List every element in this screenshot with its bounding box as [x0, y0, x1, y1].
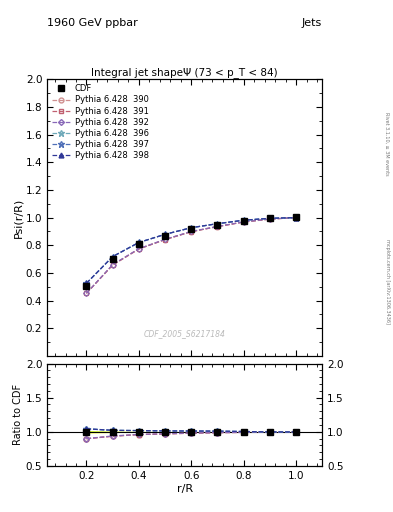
- Text: mcplots.cern.ch [arXiv:1306.3436]: mcplots.cern.ch [arXiv:1306.3436]: [385, 239, 389, 324]
- Y-axis label: Psi(r/R): Psi(r/R): [13, 198, 23, 238]
- Text: CDF_2005_S6217184: CDF_2005_S6217184: [144, 329, 226, 338]
- Text: Jets: Jets: [302, 18, 322, 28]
- Text: Rivet 3.1.10, ≥ 3M events: Rivet 3.1.10, ≥ 3M events: [385, 112, 389, 175]
- Title: Integral jet shapeΨ (73 < p_T < 84): Integral jet shapeΨ (73 < p_T < 84): [92, 67, 278, 78]
- Legend: CDF, Pythia 6.428  390, Pythia 6.428  391, Pythia 6.428  392, Pythia 6.428  396,: CDF, Pythia 6.428 390, Pythia 6.428 391,…: [50, 83, 151, 161]
- Text: 1960 GeV ppbar: 1960 GeV ppbar: [47, 18, 138, 28]
- X-axis label: r/R: r/R: [176, 483, 193, 494]
- Y-axis label: Ratio to CDF: Ratio to CDF: [13, 384, 23, 445]
